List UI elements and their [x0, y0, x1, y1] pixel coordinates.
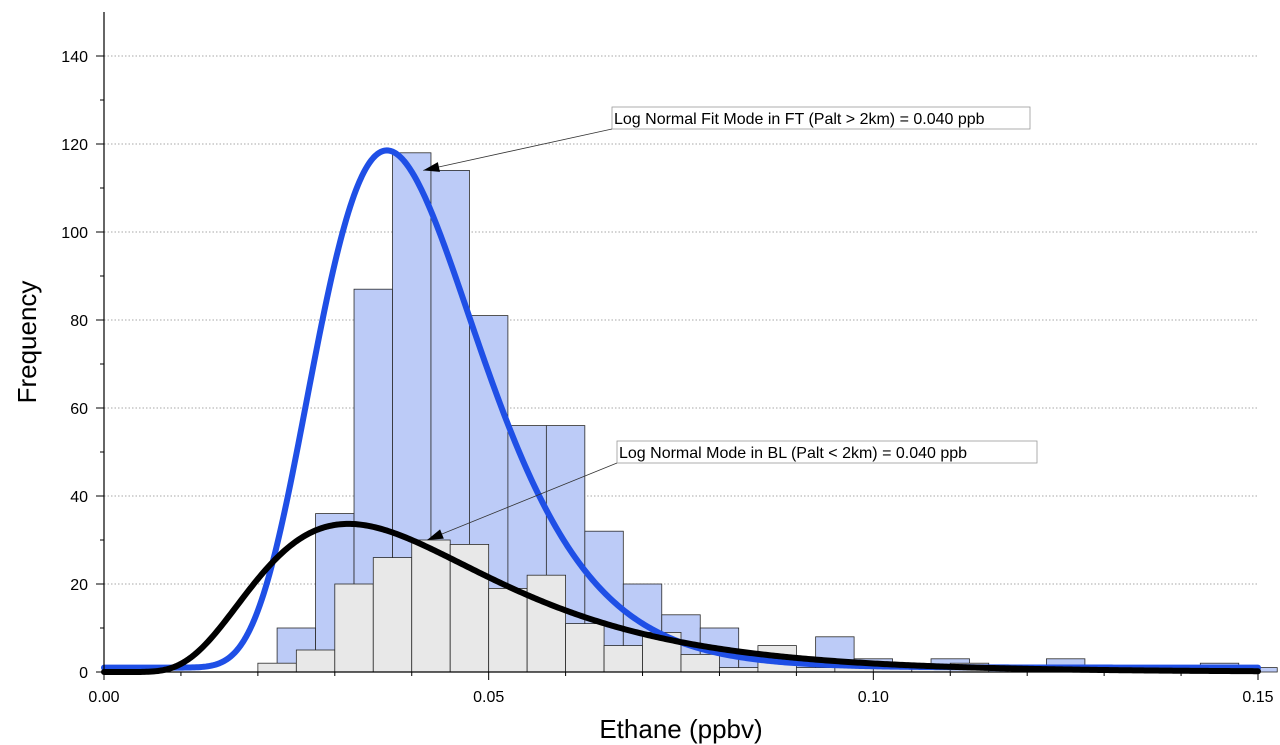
axes: 0 20 40 60 80 100 120 140 0.00 0.05 0.10 0.15 [61, 12, 1274, 706]
y-tick-label: 140 [61, 49, 88, 66]
lognormal-curves [101, 147, 1261, 675]
annotations: Log Normal Fit Mode in FT (Palt > 2km) =… [423, 106, 1038, 541]
y-axis-title: Frequency [12, 281, 42, 404]
bl-bar [526, 574, 567, 673]
bl-bar [488, 588, 528, 673]
x-axis-title: Ethane (ppbv) [599, 714, 762, 744]
annotation-arrowhead [427, 529, 444, 540]
y-tick-label: 20 [70, 577, 88, 594]
y-tick-label: 80 [70, 313, 88, 330]
y-tick-label: 40 [70, 489, 88, 506]
annotation-box [611, 106, 1031, 130]
x-tick-label: 0.00 [88, 689, 119, 706]
annotation-text: Log Normal Mode in BL (Palt < 2km) = 0.0… [619, 445, 967, 462]
bl-bar [680, 654, 720, 673]
annotation-text: Log Normal Fit Mode in FT (Palt > 2km) =… [614, 111, 985, 128]
x-tick-label: 0.05 [473, 689, 504, 706]
annotation-leader [426, 462, 618, 541]
y-tick-label: 0 [79, 665, 88, 682]
bl-bar [796, 667, 836, 673]
bl-bar [334, 583, 374, 673]
bl-bar [603, 645, 643, 673]
x-tick-label: 0.15 [1242, 689, 1273, 706]
bl-bar [295, 649, 336, 673]
bl-bar [565, 623, 605, 673]
annotation-box [616, 440, 1038, 464]
bl-bar [411, 539, 451, 673]
y-tick-label: 60 [70, 401, 88, 418]
annotation-arrowhead [423, 162, 440, 172]
x-tick-label: 0.10 [858, 689, 889, 706]
grid-lines [104, 55, 1258, 585]
y-tick-label: 100 [61, 225, 88, 242]
bl-fit-curve [101, 520, 1261, 675]
bl-bar [719, 667, 759, 673]
bl-bar [372, 557, 413, 673]
bl-bar [449, 544, 490, 673]
ft-fit-curve [101, 147, 1261, 671]
y-tick-label: 120 [61, 137, 88, 154]
annotation-leader [423, 128, 613, 171]
bl-bar [257, 662, 297, 673]
